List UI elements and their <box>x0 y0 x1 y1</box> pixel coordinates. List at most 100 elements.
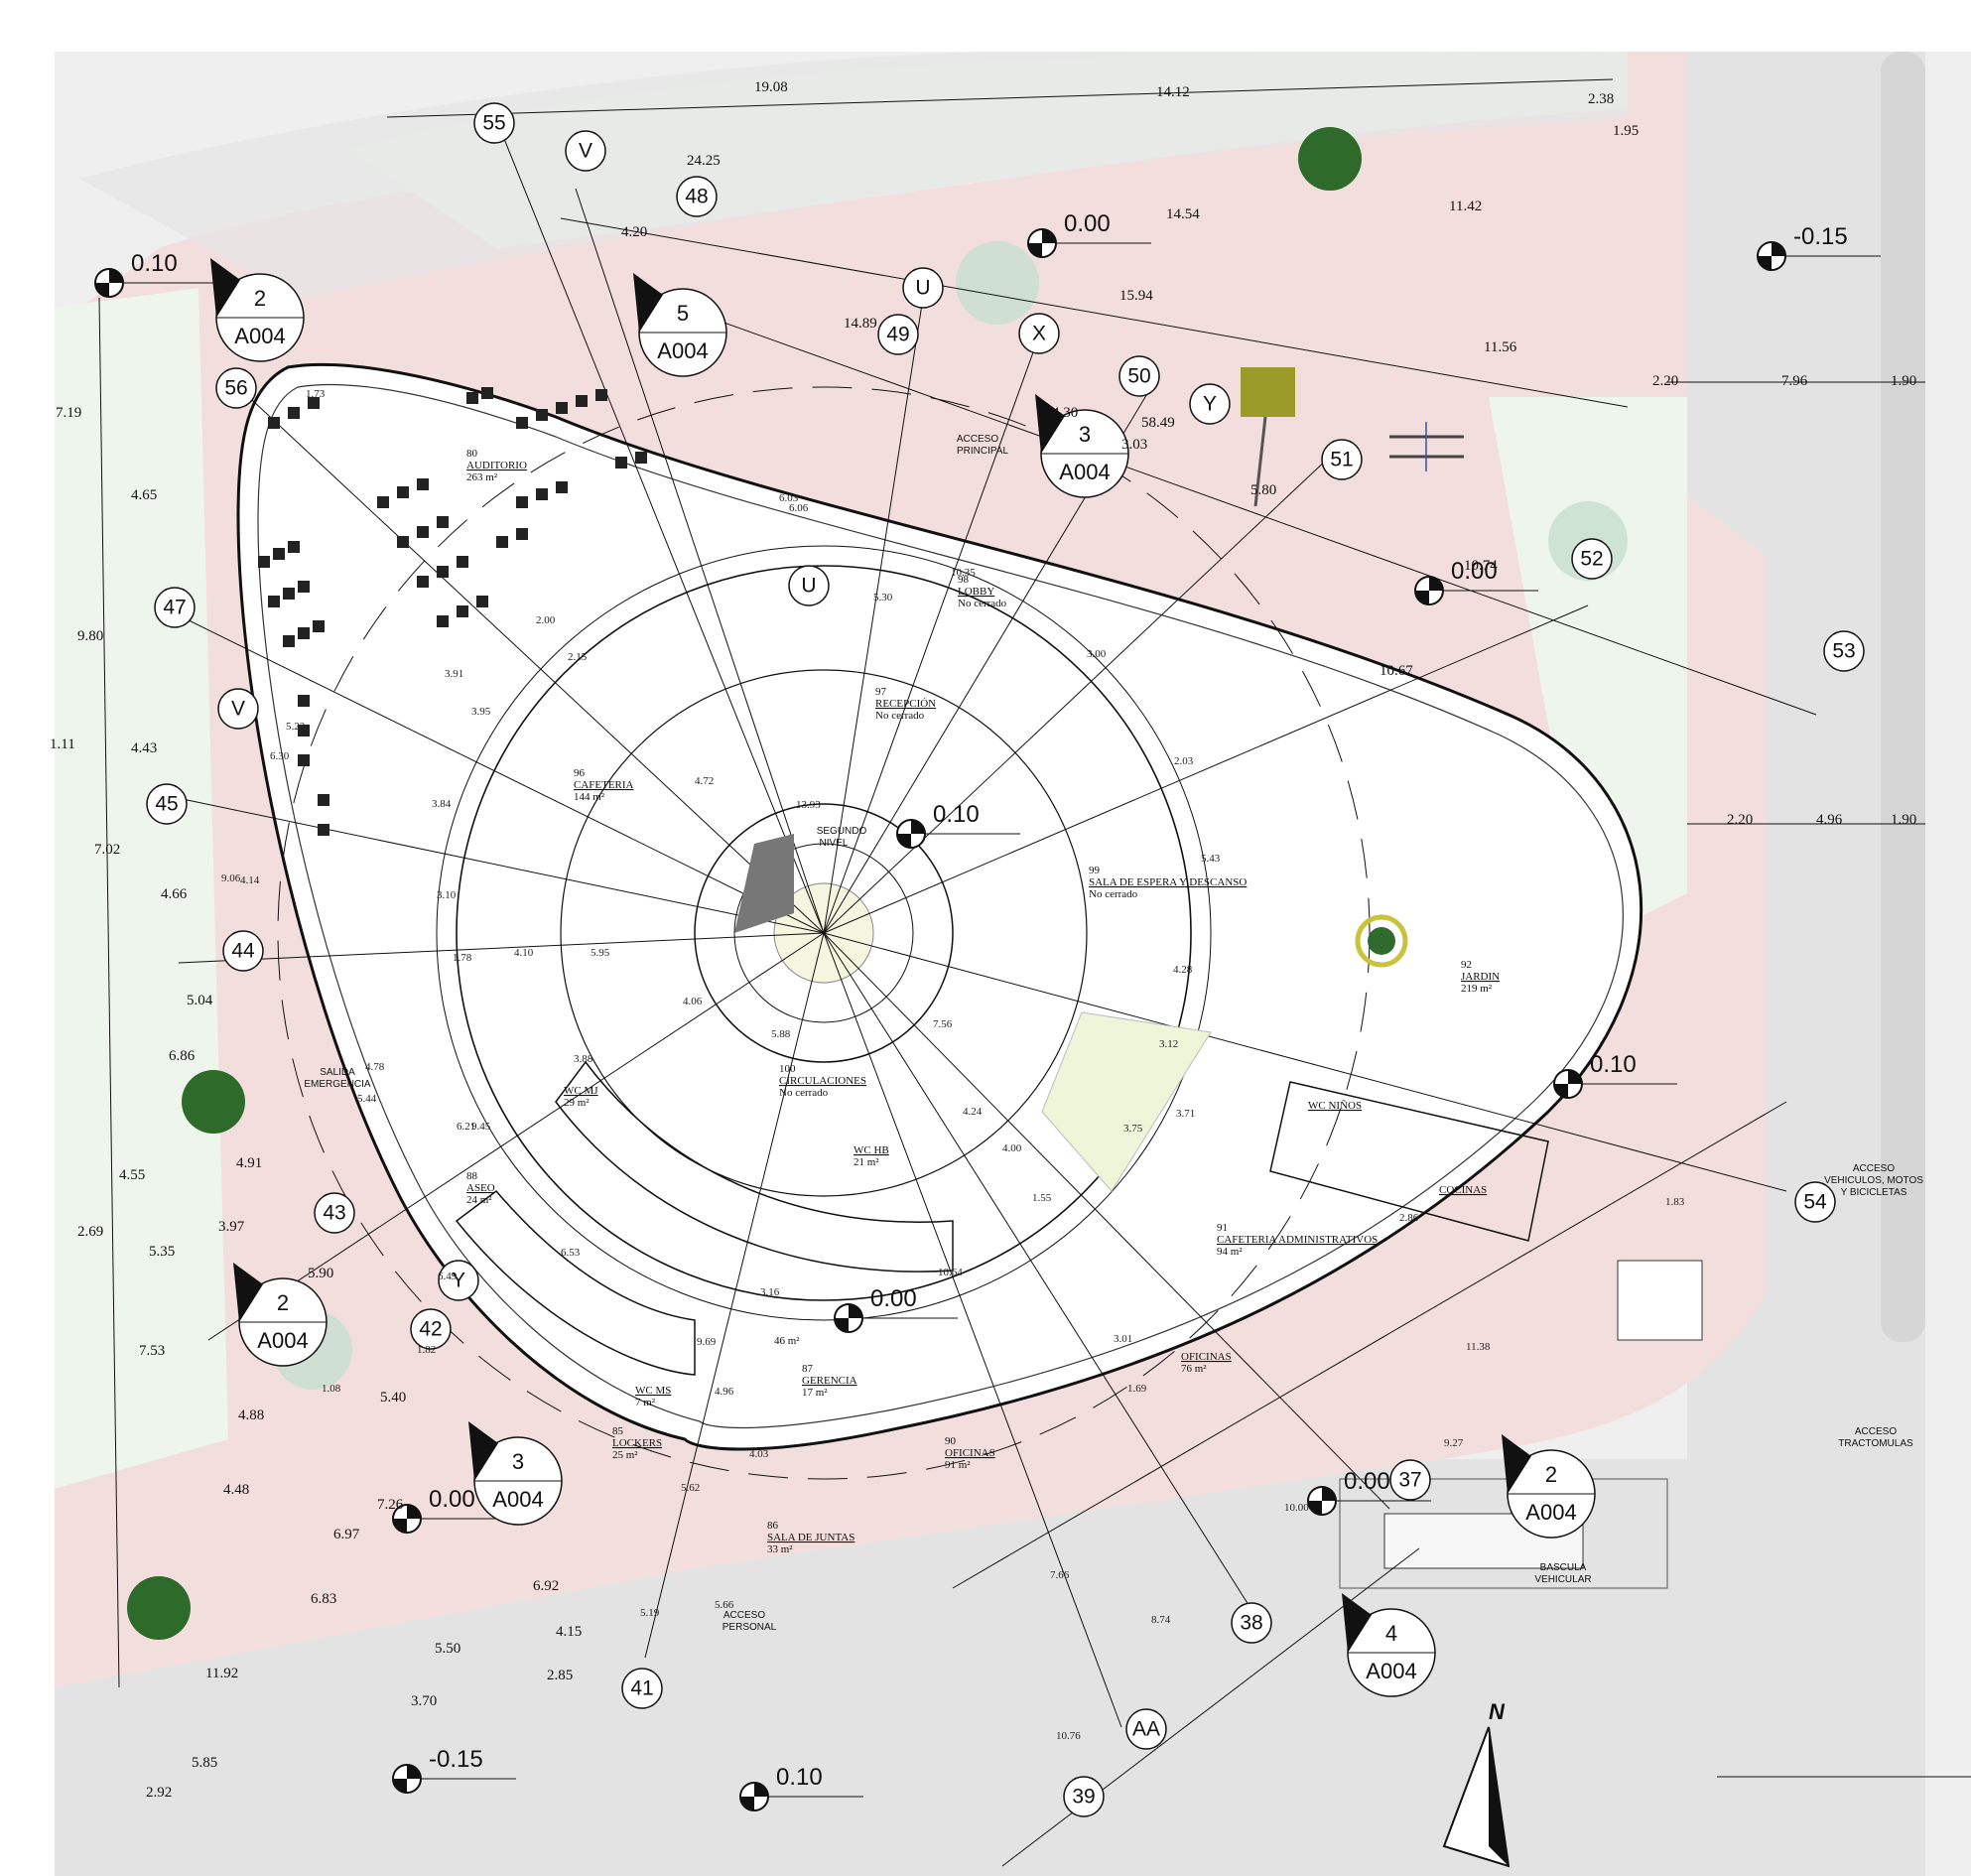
dimension-label: 4.30 <box>1052 405 1078 421</box>
room-area: No cerrado <box>958 598 1007 609</box>
south-road <box>55 1459 1687 1876</box>
room-name: WC HB <box>854 1144 889 1156</box>
dimension-label: 19.08 <box>754 79 788 95</box>
dimension-label: 6.03 <box>779 492 799 504</box>
section-tag: 2 A004 <box>233 1263 328 1367</box>
dimension-label: 4.66 <box>161 886 188 902</box>
dimension-label: 9.69 <box>697 1336 717 1348</box>
dimension-label: 3.75 <box>1123 1123 1143 1135</box>
section-tag: 2 A004 <box>1502 1434 1596 1539</box>
dimension-label: 3.16 <box>760 1286 780 1298</box>
room-number: 98 <box>958 574 970 586</box>
grid-bubble: Y <box>438 1260 479 1301</box>
dimension-label: 1.55 <box>1032 1192 1052 1204</box>
room-name: WC NIÑOS <box>1308 1100 1362 1112</box>
grid-bubble: 41 <box>621 1668 663 1709</box>
grid-bubble: 42 <box>410 1308 452 1350</box>
section-number: 3 <box>1079 422 1091 447</box>
dimension-label: 5.40 <box>380 1390 406 1406</box>
dimension-label: 9.27 <box>1444 1437 1464 1449</box>
dimension-label: 5.95 <box>591 947 610 959</box>
section-sheet: A004 <box>234 324 285 348</box>
dimension-label: 6.53 <box>561 1247 581 1259</box>
level-value: 0.00 <box>1064 210 1111 237</box>
dimension-label: 4.24 <box>963 1106 983 1118</box>
room-name: CIRCULACIONES <box>779 1075 866 1087</box>
dimension-label: 2.85 <box>547 1668 573 1683</box>
grid-bubble-label: 49 <box>886 324 909 346</box>
level-marker: 0.00 <box>1414 558 1538 605</box>
dimension-label: 4.65 <box>131 487 157 503</box>
dimension-label: 5.62 <box>681 1482 700 1494</box>
dimension-label: 5.80 <box>1250 482 1276 498</box>
note-salida-emergencia-1: SALIDA <box>320 1067 355 1078</box>
dimension-label: 1.83 <box>1665 1196 1685 1208</box>
dimension-label: 11.42 <box>1449 199 1482 214</box>
grid-bubble: U <box>902 267 944 309</box>
grid-bubble-label: 41 <box>630 1677 653 1700</box>
room-area: 219 m² <box>1461 983 1493 995</box>
dimension-label: 3.91 <box>445 668 463 680</box>
section-sheet: A004 <box>492 1487 543 1512</box>
room-number: 100 <box>779 1063 796 1075</box>
wc-block-curved <box>555 1060 954 1273</box>
room-area: 24 m² <box>466 1194 492 1206</box>
interior-garden-patch <box>1041 1011 1212 1192</box>
note-acceso-tractomulas-1: ACCESO <box>1855 1426 1897 1437</box>
dimension-label: 7.96 <box>1781 373 1808 389</box>
note-acceso-vehiculos-1: ACCESO <box>1853 1163 1895 1174</box>
dimension-label: 5.22 <box>286 721 305 733</box>
level-value: 0.00 <box>1451 558 1498 585</box>
dimension-label: 5.04 <box>187 993 213 1008</box>
dimension-label: 7.56 <box>933 1018 953 1030</box>
room-name: SALA DE ESPERA Y DESCANSO <box>1089 876 1247 888</box>
dimension-label: 5.19 <box>640 1607 660 1619</box>
dimension-label: 2.03 <box>1174 755 1194 767</box>
level-value: -0.15 <box>1793 223 1848 250</box>
dimension-label: 10.00 <box>1284 1502 1309 1514</box>
grid-bubble-label: 48 <box>685 186 708 208</box>
grid-bubble-label: 43 <box>323 1202 345 1225</box>
dimension-label: 3.71 <box>1176 1108 1195 1120</box>
playground-structure <box>1241 367 1295 417</box>
room-area: 7 m² <box>635 1397 656 1408</box>
dimension-label: 10.64 <box>938 1267 963 1278</box>
dimension-label: 2.92 <box>146 1785 172 1801</box>
note-acceso-tractomulas-2: TRACTOMULAS <box>1838 1438 1913 1449</box>
room-number: 88 <box>466 1170 478 1182</box>
section-number: 2 <box>277 1290 289 1315</box>
dimension-label: 4.43 <box>131 740 157 756</box>
dimension-label: 5.30 <box>873 592 893 603</box>
room-name: OFICINAS <box>1181 1351 1232 1363</box>
room-label: WC MS7 m² <box>635 1385 671 1408</box>
section-tag: 3 A004 <box>468 1421 563 1526</box>
garden-fountain-center <box>1368 927 1395 955</box>
section-number: 5 <box>677 301 689 326</box>
dimension-label: 4.00 <box>1002 1142 1022 1154</box>
dimension-label: 7.19 <box>56 405 81 421</box>
room-number: 87 <box>802 1363 814 1375</box>
grid-bubble: 54 <box>1794 1181 1836 1223</box>
grid-bubble: V <box>565 130 606 172</box>
section-tag: 5 A004 <box>633 273 727 377</box>
lawn-west <box>55 288 228 1489</box>
room-name: LOBBY <box>958 586 994 598</box>
room-name: COCINAS <box>1439 1184 1487 1196</box>
grid-bubble-label: Y <box>452 1270 465 1292</box>
grid-bubble-label: 51 <box>1330 449 1353 471</box>
dimension-label: 4.15 <box>556 1624 582 1640</box>
level-value: 0.10 <box>933 801 980 828</box>
dimension-label: 11.92 <box>205 1666 238 1681</box>
dimension-label: 11.38 <box>1466 1341 1491 1353</box>
dimension-label: 1.82 <box>417 1344 436 1356</box>
dimension-label: 14.12 <box>1156 84 1190 100</box>
room-area: 94 m² <box>1217 1246 1243 1258</box>
dimension-label: 4.96 <box>715 1386 734 1398</box>
dimension-label: 4.14 <box>240 874 260 886</box>
section-number: 4 <box>1385 1621 1397 1646</box>
level-value: 0.10 <box>1590 1051 1637 1078</box>
